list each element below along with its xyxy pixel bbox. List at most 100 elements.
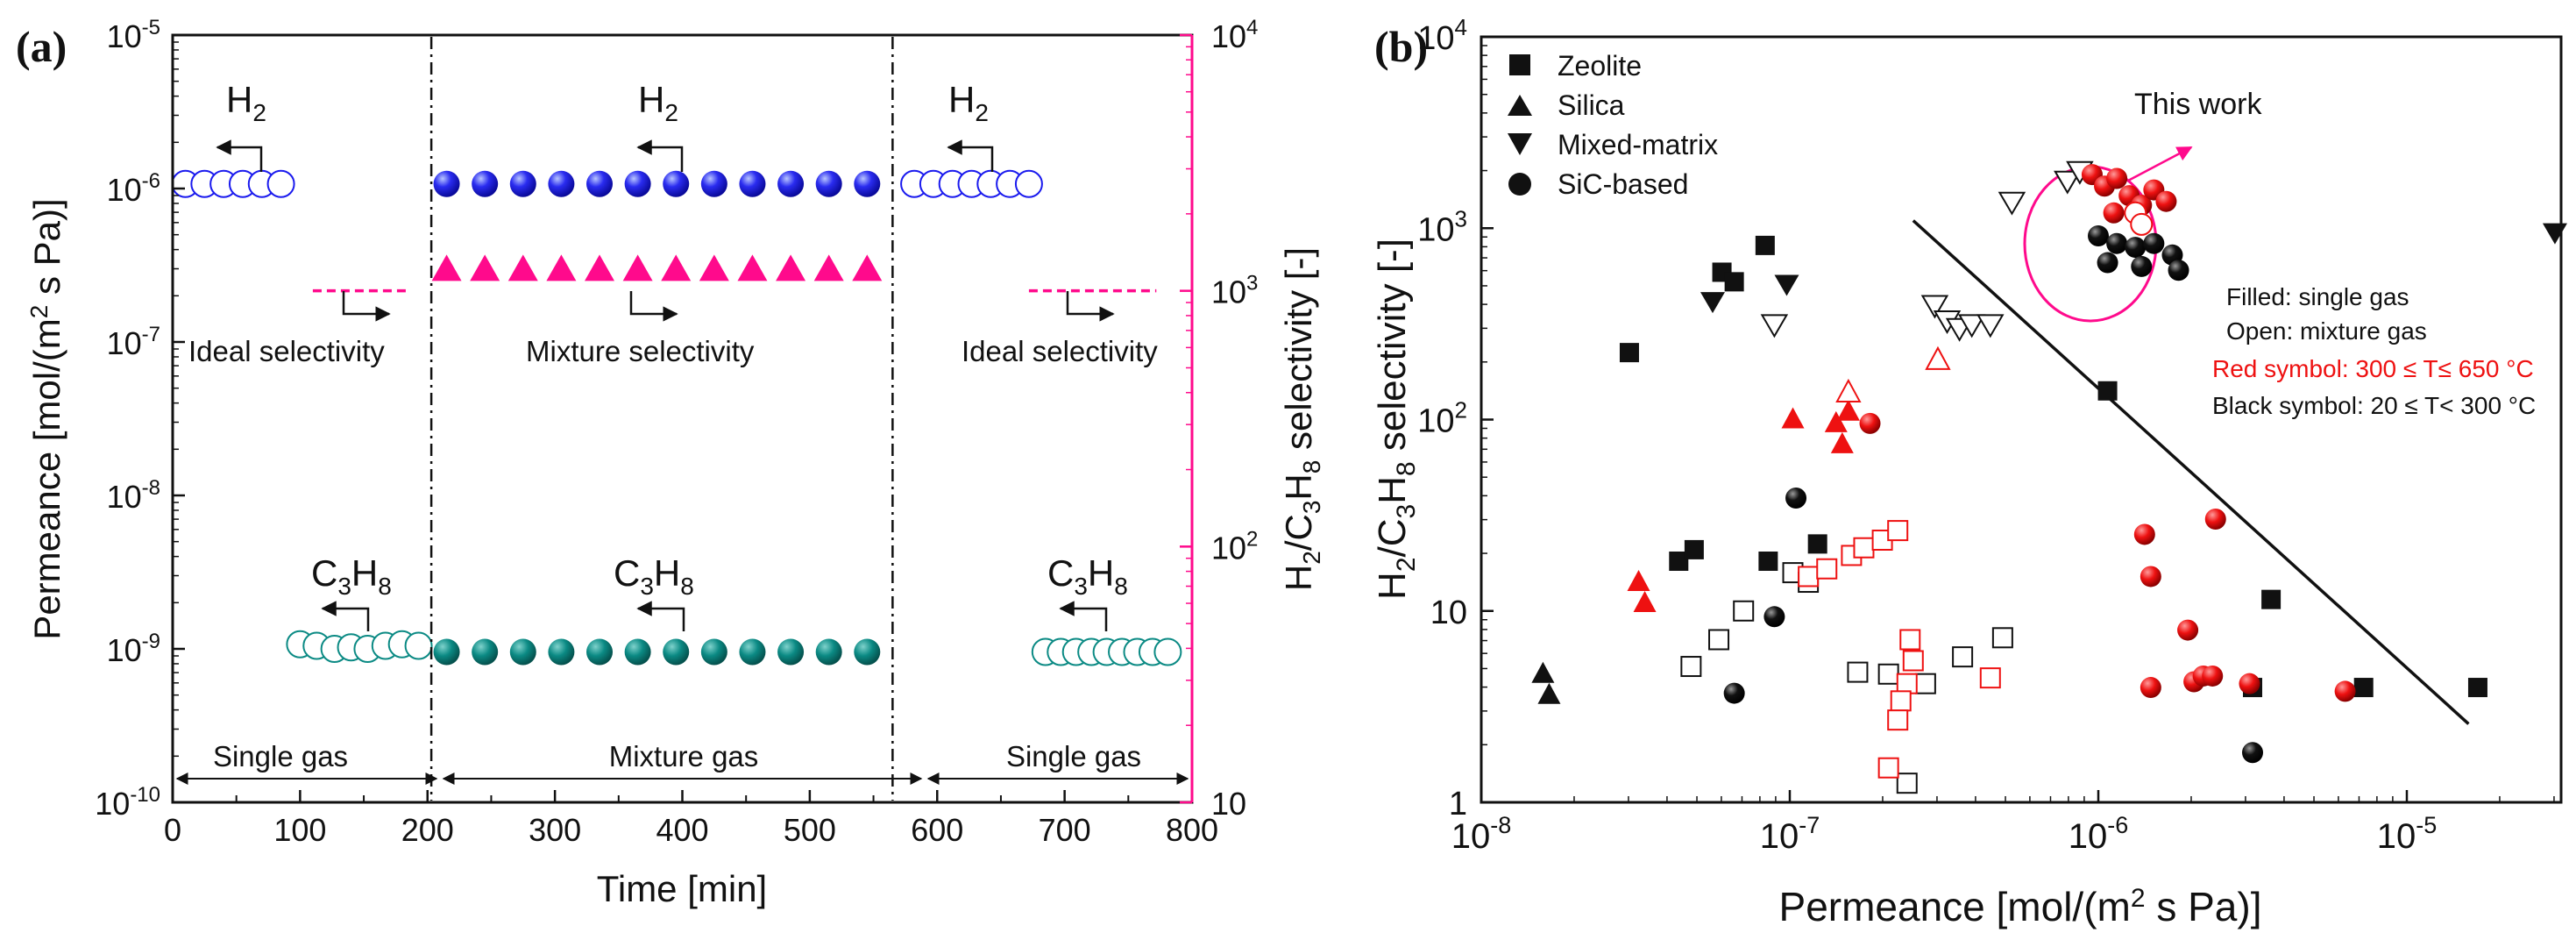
square-point [1684, 539, 1704, 559]
legend-label-zeolite: Zeolite [1558, 50, 1642, 82]
h2-single-point [1014, 169, 1043, 198]
square-point [1619, 343, 1639, 363]
panel-a-label: (a) [16, 22, 67, 71]
mixture-selectivity-point [852, 254, 883, 281]
h2-annotation: H2 [216, 79, 266, 172]
square-point [1680, 656, 1702, 678]
h2-label: H2 [638, 79, 678, 126]
annotation-black-symbol: Black symbol: 20 ≤ T< 300 °C [2212, 392, 2536, 419]
x-tick-label: 200 [401, 812, 454, 848]
mixture-selectivity-point [507, 254, 538, 281]
square-point [1798, 566, 1820, 587]
c3h8-arrow [636, 601, 685, 631]
circle-point [2131, 255, 2153, 277]
circle-point [2125, 237, 2147, 259]
c3h8-label: C3H8 [311, 552, 392, 600]
x-tick-label: 10-5 [2377, 812, 2438, 856]
panel-b-ticks: 10-8 10-7 10-6 10-5 1 10 102 103 104 [1417, 14, 2555, 856]
circle-point [1723, 682, 1745, 704]
mixture-selectivity-point [470, 254, 500, 281]
triangle-point [1537, 682, 1561, 704]
legend: Zeolite Silica Mixed-matrix SiC-based [1508, 50, 1718, 200]
invtriangle-point [1700, 292, 1725, 314]
c3h8-arrow [1059, 601, 1108, 631]
h2-single-point [266, 169, 295, 198]
square-point [1847, 661, 1869, 683]
h2-mixture-point [433, 170, 460, 197]
mixture-selectivity-point [661, 254, 692, 281]
triangle-point [1925, 345, 1951, 370]
y-tick-label: 10-7 [107, 323, 160, 361]
triangle-point [1531, 661, 1555, 683]
c3h8-annotation: C3H8 [1047, 552, 1128, 631]
mixture-selectivity-point [776, 254, 806, 281]
panel-a: (a) 0 100 200 300 400 500 600 700 800 10-10 10-9 10… [16, 16, 1325, 909]
h2-mixture-point [472, 170, 499, 197]
panel-a-ticks: 0 100 200 300 400 500 600 700 800 10-10 10-9 10-8 10… [95, 16, 1258, 848]
square-point [2097, 381, 2118, 401]
square-point [1755, 235, 1775, 255]
circle-point [1859, 412, 1881, 434]
circle-point [2204, 508, 2226, 530]
square-point [1807, 534, 1827, 554]
circle-point [2140, 677, 2161, 699]
mixture-selectivity-label: Mixture selectivity [526, 335, 755, 367]
circle-point [2106, 167, 2128, 189]
c3h8-mixture-point [700, 638, 727, 666]
h2-mixture-point [586, 170, 614, 197]
panel-b-label: (b) [1374, 22, 1428, 71]
c3h8-label: C3H8 [1047, 552, 1128, 600]
legend-marker-silica [1508, 95, 1532, 116]
triangle-point [1835, 378, 1862, 402]
h2-mixture-point [663, 170, 690, 197]
c3h8-mixture-point [548, 638, 575, 666]
invtriangle-point [2542, 223, 2567, 245]
square-point [2467, 678, 2487, 698]
panel-b-xlabel: Permeance [mol/(m2 s Pa)] [1779, 884, 2262, 929]
square-point [1758, 552, 1778, 572]
segment-label-single-1: Single gas [213, 740, 348, 773]
square-point [1890, 690, 1912, 712]
h2-mixture-point [777, 170, 805, 197]
c3h8-mixture-point [472, 638, 499, 666]
square-point [1708, 629, 1730, 651]
h2-mixture-point [509, 170, 536, 197]
annotation-filled: Filled: single gas [2226, 283, 2409, 310]
x-tick-label: 300 [529, 812, 581, 848]
square-point [1902, 650, 1924, 672]
legend-label-silica: Silica [1558, 89, 1625, 121]
c3h8-single-point [404, 631, 433, 660]
invtriangle-point [1957, 314, 1986, 338]
triangle-point [1633, 591, 1657, 613]
circle-point [2140, 566, 2161, 587]
h2-mixture-point [624, 170, 651, 197]
c3h8-mixture-point [586, 638, 614, 666]
square-point [1877, 757, 1899, 779]
segment-label-mixture: Mixture gas [609, 740, 759, 773]
circle-point [1763, 606, 1785, 628]
circle-point [2133, 523, 2155, 545]
panel-b-marks [1531, 160, 2567, 794]
circle-point [2202, 665, 2224, 687]
circle-point [2168, 260, 2189, 281]
invtriangle-point [1920, 295, 1949, 319]
h2-mixture-point [854, 170, 881, 197]
panel-a-ylabel-right: H2/C3H8 selectivity [-] [1278, 247, 1325, 591]
circle-point [2242, 742, 2263, 764]
x-tick-label: 10-7 [1760, 812, 1820, 856]
y-tick-label: 1 [1449, 786, 1467, 822]
mixture-selectivity-point [431, 254, 462, 281]
annotation-open: Open: mixture gas [2226, 317, 2427, 345]
mixture-selectivity-point [585, 254, 615, 281]
y-tick-label: 10-6 [107, 169, 160, 208]
circle-point [2103, 202, 2125, 224]
y-right-tick-label: 102 [1211, 527, 1258, 566]
h2-arrow [947, 139, 994, 172]
legend-marker-mixed-matrix [1508, 133, 1532, 155]
invtriangle-point [1760, 314, 1789, 338]
x-tick-label: 500 [784, 812, 836, 848]
x-tick-label: 700 [1039, 812, 1091, 848]
circle-point [2334, 680, 2356, 702]
c3h8-arrow [321, 601, 370, 631]
